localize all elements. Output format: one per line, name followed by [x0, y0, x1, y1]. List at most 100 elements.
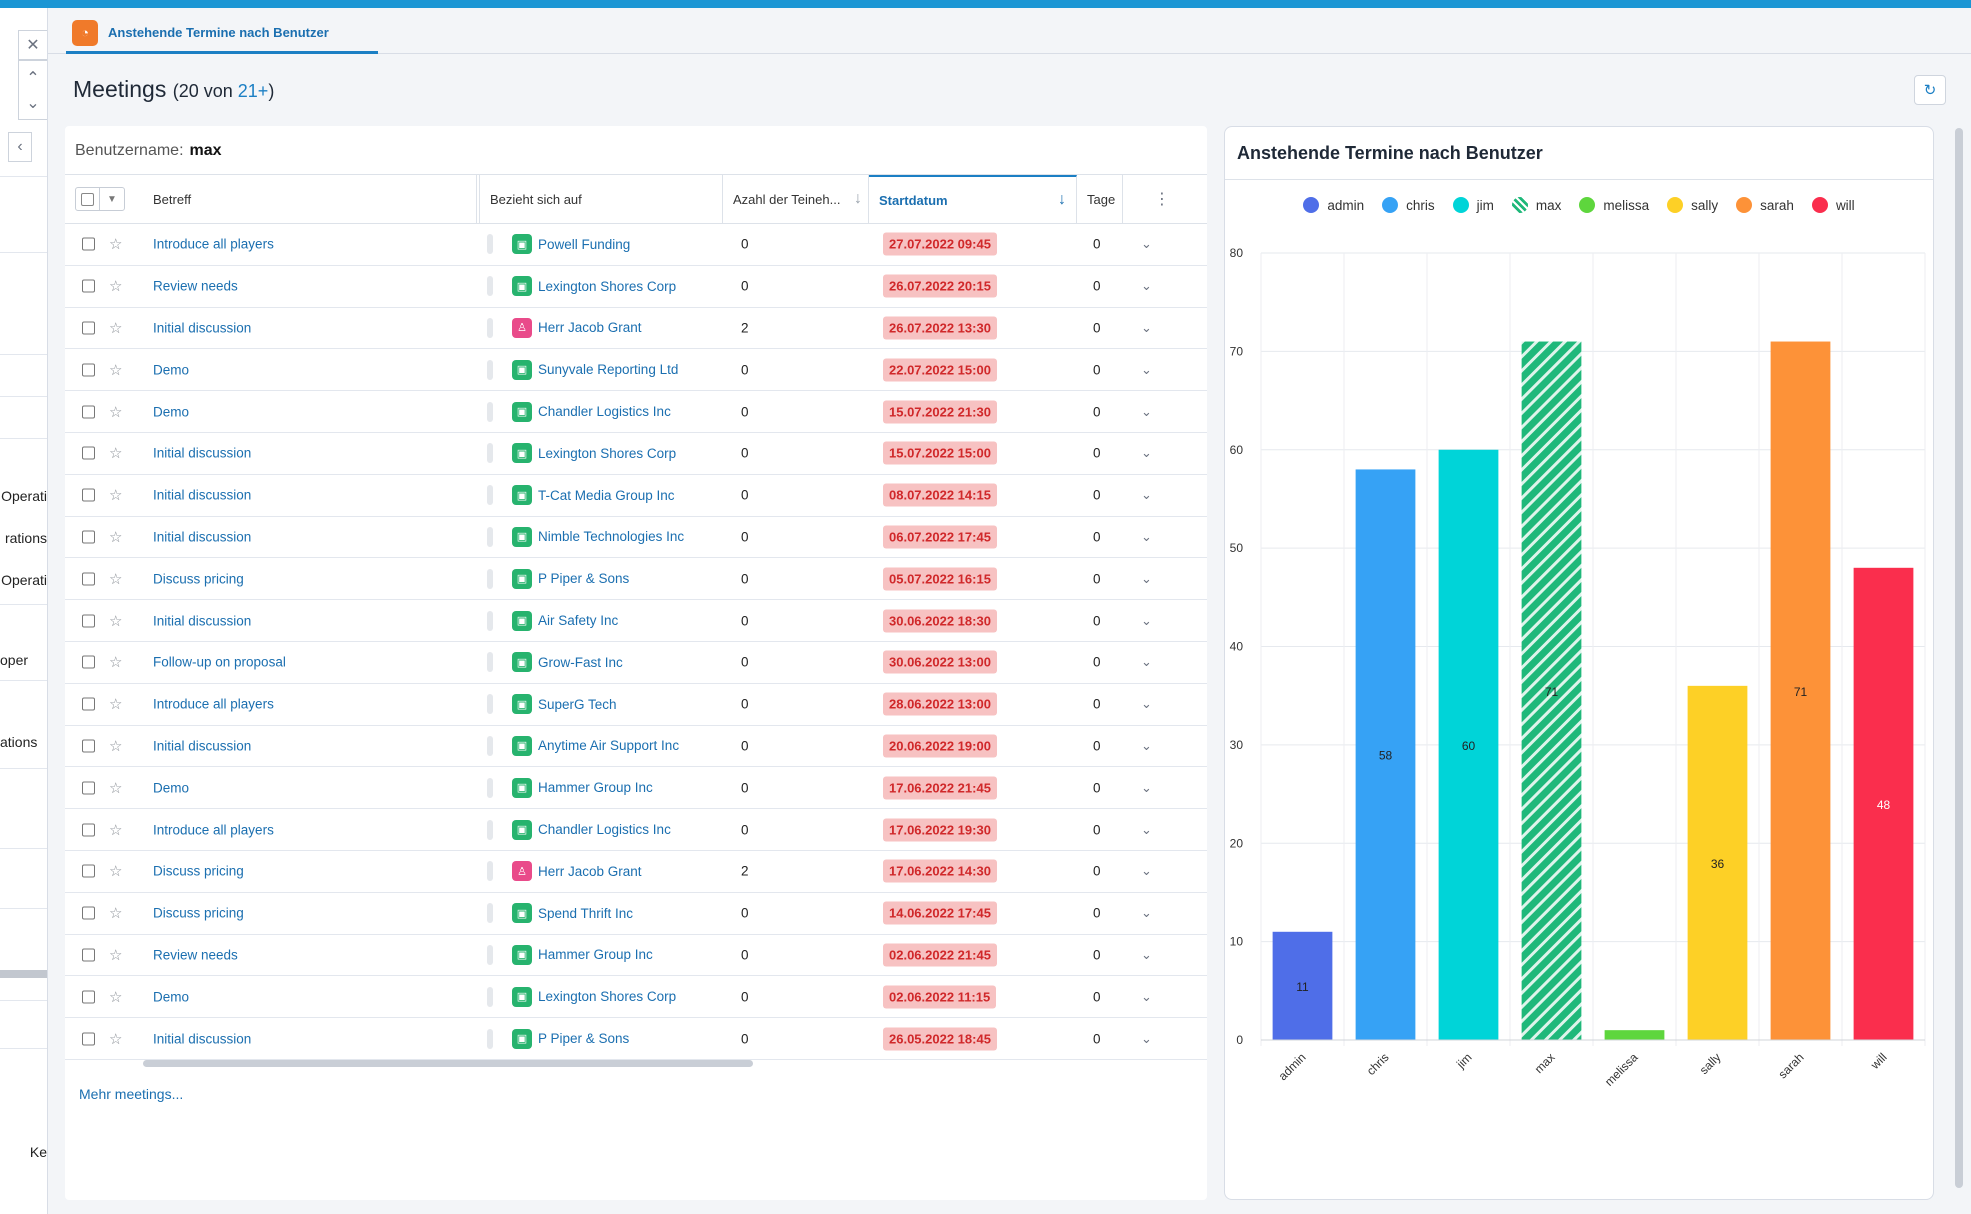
- related-record-link[interactable]: Powell Funding: [538, 236, 631, 252]
- related-record[interactable]: ▣ Hammer Group Inc: [512, 777, 653, 798]
- star-icon[interactable]: ☆: [109, 487, 123, 505]
- table-horizontal-scrollbar[interactable]: [143, 1060, 753, 1067]
- row-checkbox[interactable]: [82, 1032, 95, 1046]
- bar-sally[interactable]: [1687, 685, 1748, 1040]
- table-row[interactable]: ☆ Demo ▣ Sunyvale Reporting Ltd 0 22.07.2022 …: [65, 349, 1207, 392]
- table-row[interactable]: ☆ Demo ▣ Hammer Group Inc 0 17.06.2022 21:45 0…: [65, 767, 1207, 810]
- row-actions-chevron-icon[interactable]: ⌄: [1141, 779, 1152, 795]
- star-icon[interactable]: ☆: [109, 696, 123, 714]
- related-record-link[interactable]: Herr Jacob Grant: [538, 320, 642, 336]
- table-row[interactable]: ☆ Discuss pricing ♙ Herr Jacob Grant 2 17.06.…: [65, 851, 1207, 893]
- bar-will[interactable]: [1853, 567, 1914, 1040]
- related-record-link[interactable]: Sunyvale Reporting Ltd: [538, 362, 679, 378]
- star-icon[interactable]: ☆: [109, 612, 123, 630]
- related-record[interactable]: ▣ Powell Funding: [512, 234, 631, 255]
- column-resize-handle[interactable]: [487, 986, 493, 1007]
- row-actions-chevron-icon[interactable]: ⌄: [1141, 570, 1152, 586]
- bar-max[interactable]: [1521, 341, 1582, 1041]
- star-icon[interactable]: ☆: [109, 445, 123, 463]
- meeting-subject-link[interactable]: Demo: [153, 780, 190, 796]
- row-checkbox[interactable]: [82, 781, 95, 795]
- refresh-button[interactable]: ↻: [1914, 75, 1946, 105]
- column-resize-handle[interactable]: [487, 401, 493, 422]
- related-record-link[interactable]: Hammer Group Inc: [538, 947, 653, 963]
- column-resize-handle[interactable]: [487, 694, 493, 715]
- table-row[interactable]: ☆ Introduce all players ▣ Powell Funding 0 27…: [65, 224, 1207, 266]
- bar-admin[interactable]: [1272, 931, 1333, 1040]
- row-actions-chevron-icon[interactable]: ⌄: [1141, 1030, 1152, 1046]
- meeting-subject-link[interactable]: Discuss pricing: [153, 571, 244, 587]
- row-checkbox[interactable]: [82, 906, 95, 920]
- more-meetings-link[interactable]: Mehr meetings...: [79, 1086, 184, 1102]
- meeting-subject-link[interactable]: Discuss pricing: [153, 905, 244, 921]
- meeting-subject-link[interactable]: Initial discussion: [153, 529, 252, 545]
- row-actions-chevron-icon[interactable]: ⌄: [1141, 696, 1152, 712]
- record-count-link[interactable]: 21+: [237, 81, 269, 101]
- bar-jim[interactable]: [1438, 449, 1499, 1040]
- star-icon[interactable]: ☆: [109, 570, 123, 588]
- related-record[interactable]: ♙ Herr Jacob Grant: [512, 317, 642, 338]
- column-resize-handle[interactable]: [487, 276, 493, 297]
- star-icon[interactable]: ☆: [109, 779, 123, 797]
- column-resize-handle[interactable]: [487, 944, 493, 965]
- row-checkbox[interactable]: [82, 864, 95, 878]
- column-resize-handle[interactable]: [487, 735, 493, 756]
- legend-item[interactable]: sarah: [1736, 197, 1794, 213]
- related-record-link[interactable]: T-Cat Media Group Inc: [538, 487, 675, 503]
- row-actions-chevron-icon[interactable]: ⌄: [1141, 863, 1152, 879]
- column-resize-handle[interactable]: [487, 1028, 493, 1049]
- column-header-start-date[interactable]: Startdatum ↓: [869, 175, 1077, 223]
- related-record-link[interactable]: P Piper & Sons: [538, 1031, 630, 1047]
- related-record[interactable]: ▣ Grow-Fast Inc: [512, 652, 623, 673]
- related-record-link[interactable]: Nimble Technologies Inc: [538, 529, 685, 545]
- page-vertical-scrollbar[interactable]: [1955, 128, 1963, 1188]
- meeting-subject-link[interactable]: Discuss pricing: [153, 863, 244, 879]
- row-checkbox[interactable]: [82, 237, 95, 251]
- meeting-subject-link[interactable]: Initial discussion: [153, 613, 252, 629]
- meeting-subject-link[interactable]: Demo: [153, 404, 190, 420]
- meeting-subject-link[interactable]: Initial discussion: [153, 445, 252, 461]
- row-checkbox[interactable]: [82, 739, 95, 753]
- star-icon[interactable]: ☆: [109, 863, 123, 881]
- row-checkbox[interactable]: [82, 321, 95, 335]
- row-actions-chevron-icon[interactable]: ⌄: [1141, 403, 1152, 419]
- column-resize-handle[interactable]: [487, 568, 493, 589]
- related-record-link[interactable]: Lexington Shores Corp: [538, 278, 677, 294]
- row-checkbox[interactable]: [82, 614, 95, 628]
- related-record[interactable]: ▣ T-Cat Media Group Inc: [512, 485, 675, 506]
- column-resize-handle[interactable]: [487, 317, 493, 338]
- star-icon[interactable]: ☆: [109, 236, 123, 254]
- bar-chris[interactable]: [1355, 469, 1416, 1040]
- related-record[interactable]: ▣ P Piper & Sons: [512, 1028, 630, 1049]
- row-checkbox[interactable]: [82, 405, 95, 419]
- star-icon[interactable]: ☆: [109, 946, 123, 964]
- related-record[interactable]: ▣ Chandler Logistics Inc: [512, 401, 671, 422]
- column-header-participants[interactable]: Azahl der Teineh... ↓: [723, 175, 869, 223]
- related-record[interactable]: ▣ P Piper & Sons: [512, 568, 629, 589]
- legend-item[interactable]: sally: [1667, 197, 1718, 213]
- column-resize-handle[interactable]: [487, 610, 493, 631]
- star-icon[interactable]: ☆: [109, 528, 123, 546]
- table-row[interactable]: ☆ Discuss pricing ▣ Spend Thrift Inc 0 14.06.…: [65, 893, 1207, 935]
- related-record[interactable]: ▣ Nimble Technologies Inc: [512, 526, 685, 547]
- meeting-subject-link[interactable]: Follow-up on proposal: [153, 654, 286, 670]
- related-record-link[interactable]: Lexington Shores Corp: [538, 989, 677, 1005]
- related-record[interactable]: ▣ Spend Thrift Inc: [512, 903, 633, 924]
- row-actions-chevron-icon[interactable]: ⌄: [1141, 905, 1152, 921]
- select-all-checkbox[interactable]: [76, 188, 100, 210]
- row-actions-chevron-icon[interactable]: ⌄: [1141, 821, 1152, 837]
- related-record-link[interactable]: Chandler Logistics Inc: [538, 822, 671, 838]
- row-actions-chevron-icon[interactable]: ⌄: [1141, 946, 1152, 962]
- row-actions-chevron-icon[interactable]: ⌄: [1141, 236, 1152, 252]
- left-scrollbar[interactable]: [0, 970, 47, 978]
- column-options-icon[interactable]: ⋮: [1154, 191, 1170, 208]
- related-record-link[interactable]: Herr Jacob Grant: [538, 863, 642, 879]
- table-row[interactable]: ☆ Discuss pricing ▣ P Piper & Sons 0 05.07.20…: [65, 558, 1207, 601]
- table-row[interactable]: ☆ Review needs ▣ Lexington Shores Corp 0 26.0…: [65, 266, 1207, 308]
- column-resize-handle[interactable]: [487, 485, 493, 506]
- column-resize-handle[interactable]: [487, 443, 493, 464]
- column-resize-handle[interactable]: [487, 861, 493, 882]
- related-record-link[interactable]: Hammer Group Inc: [538, 780, 653, 796]
- table-row[interactable]: ☆ Initial discussion ▣ Air Safety Inc 0 30.06…: [65, 600, 1207, 642]
- row-checkbox[interactable]: [82, 488, 95, 502]
